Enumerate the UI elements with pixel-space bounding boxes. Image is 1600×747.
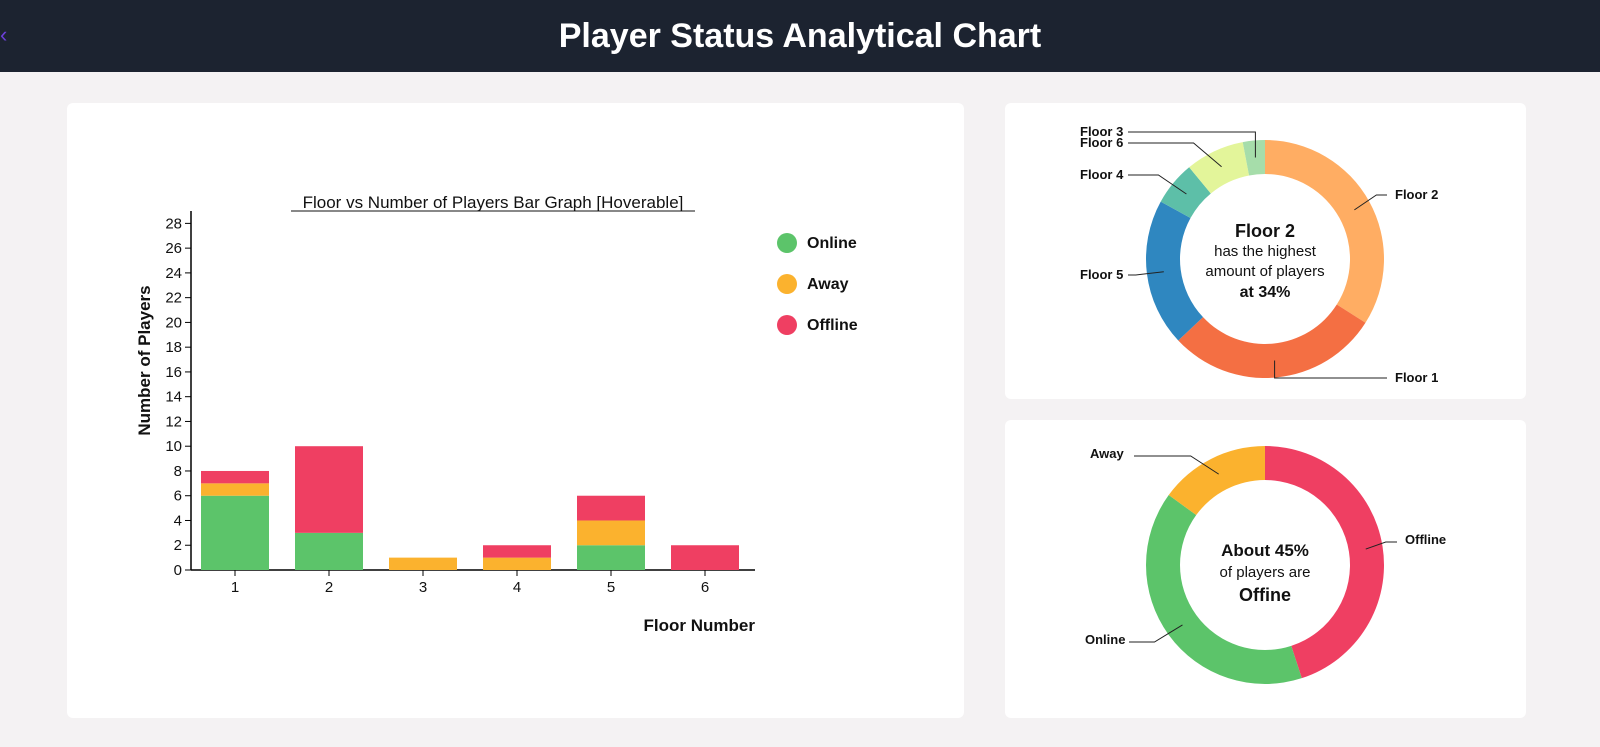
label-online: Online	[1085, 632, 1125, 647]
x-tick-label: 3	[419, 579, 427, 596]
label-floor-2: Floor 2	[1395, 187, 1438, 202]
header-bar: ‹ Player Status Analytical Chart	[0, 0, 1600, 72]
y-tick-label: 2	[174, 537, 182, 554]
bar-floor-6-offline[interactable]	[671, 545, 739, 570]
bar-floor-2-online[interactable]	[295, 532, 363, 570]
status-center-text: Offine	[1239, 585, 1291, 605]
y-tick-label: 8	[174, 463, 182, 480]
status-center-text: of players are	[1220, 564, 1311, 581]
y-tick-label: 10	[165, 438, 182, 455]
leader-offline	[1365, 541, 1397, 550]
floor-center-text: has the highest	[1214, 243, 1317, 260]
leader-away	[1134, 455, 1219, 475]
status-donut-card: Offline Online Away About 45% of players are…	[1005, 420, 1526, 718]
leader-online	[1129, 624, 1183, 643]
leader-floor-5	[1128, 271, 1164, 276]
y-tick-label: 0	[174, 562, 182, 579]
status-slice-online[interactable]	[1146, 495, 1302, 684]
y-tick-label: 6	[174, 488, 182, 505]
bar-floor-2-offline[interactable]	[295, 446, 363, 533]
status-slice-away[interactable]	[1168, 446, 1265, 516]
floor-slice-floor-2[interactable]	[1265, 140, 1384, 323]
label-floor-6: Floor 6	[1080, 135, 1123, 150]
bar-floor-1-offline[interactable]	[201, 470, 269, 484]
y-tick-label: 28	[165, 215, 182, 232]
bar-floor-5-offline[interactable]	[577, 495, 645, 521]
leader-floor-4	[1128, 174, 1187, 195]
leader-floor-2	[1354, 194, 1387, 211]
floor-center-text: Floor 2	[1235, 221, 1295, 241]
leader-floor-6	[1128, 142, 1222, 168]
floor-center-text: amount of players	[1205, 263, 1324, 280]
status-donut-chart[interactable]: Offline Online Away About 45% of players are…	[1005, 420, 1526, 718]
x-tick-label: 2	[325, 579, 333, 596]
leader-floor-1	[1274, 360, 1387, 379]
status-center-text: About 45%	[1221, 541, 1309, 560]
y-tick-label: 24	[165, 265, 182, 282]
floor-slice-floor-6[interactable]	[1189, 142, 1250, 194]
legend-away-label[interactable]: Away	[807, 276, 849, 293]
bar-floor-1-online[interactable]	[201, 495, 269, 570]
page-title: Player Status Analytical Chart	[558, 17, 1042, 55]
leader-floor-3	[1128, 131, 1256, 158]
floor-slice-floor-1[interactable]	[1178, 304, 1366, 378]
y-tick-label: 20	[165, 314, 182, 331]
label-offline: Offline	[1405, 532, 1446, 547]
bar-floor-5-away[interactable]	[577, 520, 645, 546]
floor-donut-card: Floor 2 Floor 1 Floor 5 Floor 4 Floor 6 Floor…	[1005, 103, 1526, 399]
bar-floor-4-away[interactable]	[483, 557, 551, 570]
bar-floor-1-away[interactable]	[201, 483, 269, 496]
x-axis-label: Floor Number	[644, 616, 756, 635]
label-floor-5: Floor 5	[1080, 267, 1123, 282]
legend-online-swatch	[777, 233, 797, 253]
label-floor-4: Floor 4	[1080, 167, 1124, 182]
y-tick-label: 14	[165, 389, 182, 406]
legend-away-swatch	[777, 274, 797, 294]
legend-offline-swatch	[777, 315, 797, 335]
y-tick-label: 26	[165, 240, 182, 257]
y-axis-label: Number of Players	[135, 285, 154, 435]
label-away: Away	[1090, 446, 1124, 461]
back-chevron-icon[interactable]: ‹	[0, 22, 8, 47]
label-floor-1: Floor 1	[1395, 370, 1438, 385]
y-tick-label: 16	[165, 364, 182, 381]
bar-floor-4-offline[interactable]	[483, 545, 551, 558]
bar-chart-card: Floor vs Number of Players Bar Graph [Ho…	[67, 103, 964, 718]
y-tick-label: 4	[174, 512, 182, 529]
x-tick-label: 1	[231, 579, 239, 596]
x-tick-label: 5	[607, 579, 615, 596]
x-tick-label: 6	[701, 579, 709, 596]
bar-floor-3-away[interactable]	[389, 557, 457, 570]
y-tick-label: 18	[165, 339, 182, 356]
legend-offline-label[interactable]: Offline	[807, 317, 858, 334]
y-tick-label: 22	[165, 290, 182, 307]
floor-center-text: at 34%	[1240, 284, 1291, 301]
chart-title: Floor vs Number of Players Bar Graph [Ho…	[303, 193, 684, 212]
bar-floor-5-online[interactable]	[577, 545, 645, 570]
floor-slice-floor-3[interactable]	[1242, 140, 1265, 176]
stacked-bar-chart[interactable]: Floor vs Number of Players Bar Graph [Ho…	[67, 103, 964, 718]
label-floor-3: Floor 3	[1080, 124, 1123, 139]
x-tick-label: 4	[513, 579, 521, 596]
floor-slice-floor-5[interactable]	[1146, 201, 1204, 341]
status-slice-offline[interactable]	[1265, 446, 1384, 679]
legend-online-label[interactable]: Online	[807, 235, 857, 252]
y-tick-label: 12	[165, 413, 182, 430]
floor-slice-floor-4[interactable]	[1160, 167, 1211, 219]
